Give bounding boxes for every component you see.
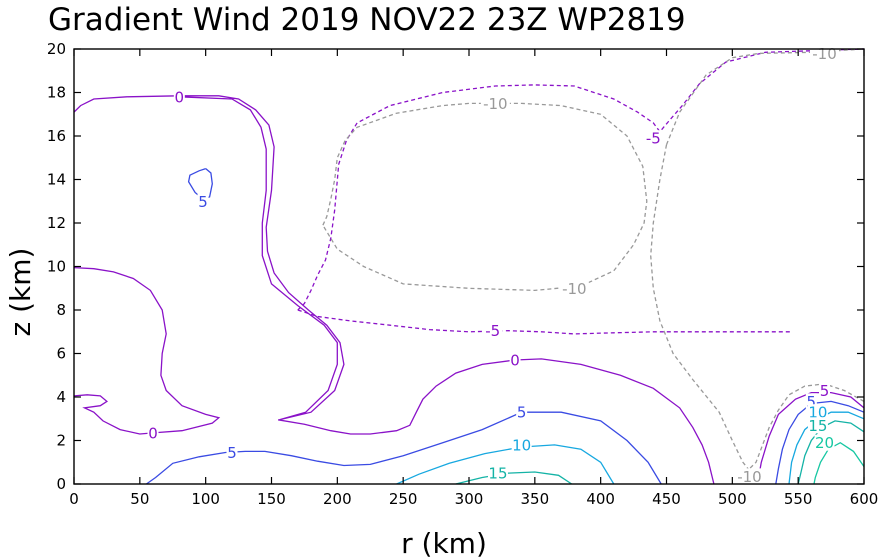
contour-label-bg xyxy=(487,465,508,482)
contour-label-bg xyxy=(805,393,817,410)
x-tick-label: 350 xyxy=(521,490,550,508)
contour-label: 15 xyxy=(488,465,507,483)
contour-label: 10 xyxy=(512,436,531,454)
y-tick-label: 12 xyxy=(47,214,66,232)
contour-line-level-neg10-7-2 xyxy=(650,144,749,470)
contour-label: -10 xyxy=(483,95,508,113)
contour-line-level-5-8-0 xyxy=(756,391,865,485)
contour-label-bg xyxy=(226,444,238,461)
y-tick-label: 18 xyxy=(47,84,66,102)
contour-line-level-neg5-6-1 xyxy=(297,309,792,335)
contour-label: 5 xyxy=(820,382,830,400)
contour-label: 10 xyxy=(808,404,827,422)
contour-lines xyxy=(73,48,865,485)
contour-label: 15 xyxy=(808,417,827,435)
contour-line-level-0-2-0 xyxy=(277,358,715,485)
contour-label-bg xyxy=(807,404,828,421)
y-tick-label: 16 xyxy=(47,127,66,145)
x-tick-label: 550 xyxy=(784,490,813,508)
x-axis: 0 50 100 150 200 250 300 350 400 450 500 550 600 xyxy=(69,49,878,508)
x-tick-label: 500 xyxy=(718,490,747,508)
contour-label: -10 xyxy=(812,45,837,63)
y-tick-label: 0 xyxy=(56,475,66,493)
contour-label-bg xyxy=(819,382,830,399)
contour-label: -10 xyxy=(737,468,762,486)
contour-label: 5 xyxy=(227,444,237,462)
x-tick-label: 100 xyxy=(191,490,220,508)
contour-label: -5 xyxy=(646,130,661,148)
contour-line-level-neg10-9-0 xyxy=(748,383,865,470)
y-tick-label: 8 xyxy=(56,301,66,319)
contour-line-level-neg5-6-0 xyxy=(297,48,865,311)
contour-label-bg xyxy=(509,352,521,369)
contour-label-bg xyxy=(734,468,764,485)
contour-label: 0 xyxy=(148,424,158,442)
chart-title: Gradient Wind 2019 NOV22 23Z WP2819 xyxy=(48,2,686,38)
x-tick-label: 0 xyxy=(69,490,79,508)
x-tick-label: 200 xyxy=(323,490,352,508)
contour-label-bg xyxy=(559,280,589,297)
contour-label-bg xyxy=(197,193,209,210)
y-tick-label: 6 xyxy=(56,345,66,363)
y-axis: 0 2 4 6 8 10 12 14 16 18 20 xyxy=(47,40,864,493)
contour-label-bg xyxy=(511,436,532,453)
x-tick-label: 400 xyxy=(586,490,615,508)
contour-label-bg xyxy=(814,434,835,451)
contour-label-bg xyxy=(643,130,664,147)
y-tick-label: 10 xyxy=(47,258,66,276)
contour-line-level-neg10-7-1 xyxy=(665,48,865,145)
contour-label: 20 xyxy=(815,434,834,452)
x-axis-label: r (km) xyxy=(401,527,487,560)
x-tick-label: 300 xyxy=(455,490,484,508)
contour-line-level-15-12-0 xyxy=(797,420,865,485)
contour-label: 0 xyxy=(510,352,520,370)
y-tick-label: 4 xyxy=(56,388,66,406)
contour-line-level-10-10-0 xyxy=(775,400,865,485)
y-tick-label: 20 xyxy=(47,40,66,58)
contour-line-level-0-1-0 xyxy=(73,266,221,435)
y-tick-label: 2 xyxy=(56,432,66,450)
x-tick-label: 150 xyxy=(257,490,286,508)
x-tick-label: 600 xyxy=(850,490,879,508)
contour-label-bg xyxy=(807,417,828,434)
contour-label: -5 xyxy=(485,322,500,340)
contour-line-level-0-0-0 xyxy=(73,95,345,421)
contour-label: 5 xyxy=(517,404,527,422)
contour-label-bg xyxy=(482,322,503,339)
x-tick-label: 450 xyxy=(652,490,681,508)
contour-label-bg xyxy=(480,95,510,112)
contour-line-level-neg10-7-0 xyxy=(322,102,648,292)
y-tick-label: 14 xyxy=(47,171,66,189)
x-tick-label: 250 xyxy=(389,490,418,508)
contour-label: 5 xyxy=(807,393,817,411)
contour-label: 5 xyxy=(198,193,208,211)
contour-label-bg xyxy=(516,404,528,421)
contour-line-level-15-5-0 xyxy=(455,471,573,485)
contour-label-bg xyxy=(147,424,159,441)
contour-label: -10 xyxy=(562,280,587,298)
plot-frame xyxy=(73,48,865,485)
contour-label-bg xyxy=(173,88,185,105)
contour-label: 0 xyxy=(175,88,185,106)
contour-line-level-5-3-0 xyxy=(146,411,662,485)
x-tick-label: 50 xyxy=(130,490,149,508)
y-axis-label: z (km) xyxy=(4,248,37,337)
